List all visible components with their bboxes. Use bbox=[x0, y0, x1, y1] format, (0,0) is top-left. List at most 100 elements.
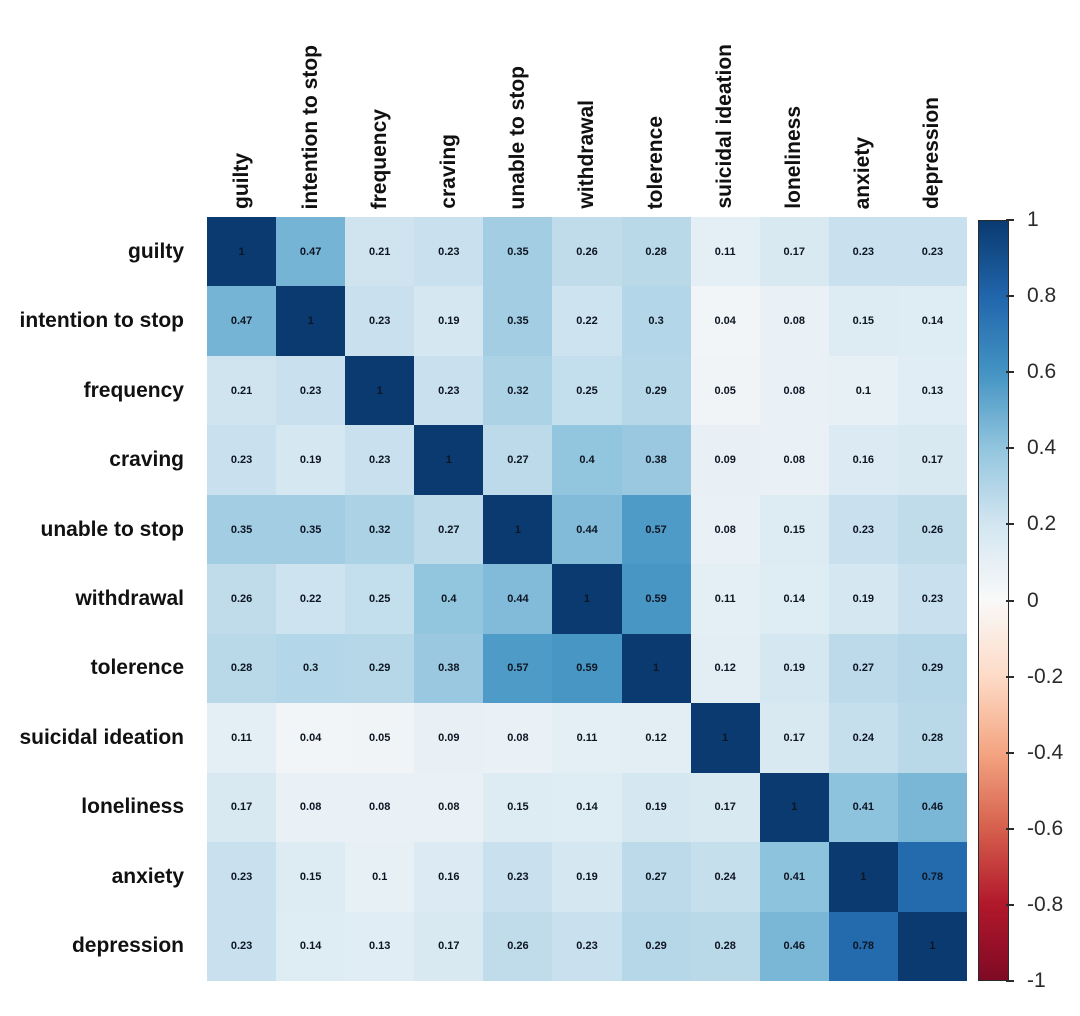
heatmap-cell: 0.23 bbox=[552, 911, 622, 981]
heatmap-cell: 0.09 bbox=[690, 425, 760, 495]
heatmap-cell: 0.23 bbox=[207, 425, 277, 495]
heatmap-cell: 0.08 bbox=[414, 772, 484, 843]
heatmap-cell: 0.4 bbox=[552, 425, 622, 495]
heatmap-cell: 0.04 bbox=[276, 703, 346, 773]
heatmap-cell: 0.13 bbox=[897, 355, 967, 426]
heatmap-cell: 0.19 bbox=[552, 842, 622, 912]
heatmap-cell: 0.23 bbox=[414, 217, 484, 287]
colorbar-tick bbox=[1006, 523, 1014, 526]
heatmap-cell: 0.41 bbox=[828, 772, 898, 843]
heatmap-cell: 1 bbox=[207, 217, 277, 287]
heatmap-cell: 0.23 bbox=[345, 286, 415, 356]
heatmap-cell: 0.46 bbox=[759, 911, 829, 981]
heatmap-cell: 0.29 bbox=[621, 911, 691, 981]
heatmap-cell: 0.23 bbox=[897, 564, 967, 634]
heatmap-cell: 0.27 bbox=[483, 425, 553, 495]
heatmap-cell: 0.44 bbox=[483, 564, 553, 634]
heatmap-cell: 0.29 bbox=[897, 633, 967, 704]
heatmap-cell: 0.24 bbox=[690, 842, 760, 912]
heatmap-cell: 1 bbox=[414, 425, 484, 495]
heatmap-cell: 1 bbox=[345, 355, 415, 426]
colorbar-tick bbox=[1006, 751, 1014, 754]
colorbar-tick bbox=[1006, 903, 1014, 906]
heatmap-cell: 0.47 bbox=[276, 217, 346, 287]
row-label: intention to stop bbox=[19, 309, 184, 333]
colorbar-tick bbox=[1006, 219, 1014, 221]
colorbar-gradient bbox=[978, 220, 1009, 981]
heatmap-cell: 0.23 bbox=[207, 842, 277, 912]
heatmap-cell: 0.08 bbox=[759, 355, 829, 426]
heatmap-cell: 0.28 bbox=[897, 703, 967, 773]
heatmap-cell: 0.23 bbox=[276, 355, 346, 426]
heatmap-cell: 0.25 bbox=[552, 355, 622, 426]
heatmap-cell: 0.32 bbox=[483, 355, 553, 426]
colorbar-tick bbox=[1006, 371, 1014, 374]
column-label-text: withdrawal bbox=[574, 100, 598, 209]
colorbar-tick-label: 0 bbox=[1027, 588, 1039, 612]
column-label: intention to stop bbox=[276, 0, 345, 217]
heatmap-cell: 0.05 bbox=[345, 703, 415, 773]
heatmap-cell: 1 bbox=[552, 564, 622, 634]
heatmap-cell: 0.47 bbox=[207, 286, 277, 356]
heatmap-grid: 1 0.47 0.21 0.23 0.35 0.26 0.28 0.11 0.17 0.23 0.2… bbox=[207, 217, 967, 981]
column-label-text: depression bbox=[920, 96, 944, 209]
column-label-text: loneliness bbox=[782, 106, 806, 209]
heatmap-cell: 0.16 bbox=[828, 425, 898, 495]
heatmap-cell: 0.38 bbox=[621, 425, 691, 495]
heatmap-cell: 0.13 bbox=[345, 911, 415, 981]
colorbar-tick-label: 1 bbox=[1027, 208, 1039, 231]
heatmap-cell: 0.17 bbox=[690, 772, 760, 843]
heatmap-cell: 0.1 bbox=[345, 842, 415, 912]
heatmap-cell: 0.09 bbox=[414, 703, 484, 773]
heatmap-cell: 0.23 bbox=[897, 217, 967, 287]
heatmap-cell: 0.15 bbox=[759, 494, 829, 565]
heatmap-cell: 0.28 bbox=[690, 911, 760, 981]
heatmap-cell: 0.23 bbox=[414, 355, 484, 426]
row-label: tolerence bbox=[90, 656, 184, 680]
column-label-text: craving bbox=[436, 134, 460, 209]
row-label: frequency bbox=[83, 378, 184, 402]
heatmap-cell: 0.19 bbox=[276, 425, 346, 495]
column-label-text: anxiety bbox=[851, 136, 875, 209]
colorbar-tick-label: 0.6 bbox=[1027, 360, 1057, 384]
heatmap-cell: 1 bbox=[897, 911, 967, 981]
heatmap-cell: 1 bbox=[759, 772, 829, 843]
heatmap-cell: 0.32 bbox=[345, 494, 415, 565]
heatmap-cell: 0.78 bbox=[828, 911, 898, 981]
colorbar-tick bbox=[1006, 980, 1014, 982]
heatmap-cell: 0.26 bbox=[483, 911, 553, 981]
row-label: loneliness bbox=[81, 795, 184, 819]
column-label: suicidal ideation bbox=[691, 0, 760, 217]
heatmap-cell: 0.27 bbox=[414, 494, 484, 565]
heatmap-cell: 0.41 bbox=[759, 842, 829, 912]
colorbar-tick bbox=[1006, 447, 1014, 450]
heatmap-cell: 0.17 bbox=[897, 425, 967, 495]
heatmap-cell: 0.17 bbox=[207, 772, 277, 843]
column-label-text: intention to stop bbox=[298, 44, 322, 209]
heatmap-cell: 0.28 bbox=[207, 633, 277, 704]
heatmap-cell: 0.19 bbox=[759, 633, 829, 704]
column-label: frequency bbox=[345, 0, 414, 217]
heatmap-cell: 0.14 bbox=[552, 772, 622, 843]
heatmap-cell: 0.38 bbox=[414, 633, 484, 704]
colorbar-tick bbox=[1006, 599, 1014, 602]
heatmap-cell: 0.14 bbox=[897, 286, 967, 356]
heatmap-cell: 0.17 bbox=[759, 217, 829, 287]
heatmap-cell: 1 bbox=[276, 286, 346, 356]
colorbar-tick-label: -1 bbox=[1027, 969, 1046, 992]
heatmap-cell: 0.17 bbox=[414, 911, 484, 981]
heatmap-cell: 0.17 bbox=[759, 703, 829, 773]
heatmap-cell: 0.3 bbox=[621, 286, 691, 356]
column-label: unable to stop bbox=[483, 0, 552, 217]
heatmap-cell: 0.21 bbox=[345, 217, 415, 287]
heatmap-cell: 0.11 bbox=[552, 703, 622, 773]
heatmap-cell: 0.12 bbox=[621, 703, 691, 773]
colorbar-tick bbox=[1006, 827, 1014, 830]
heatmap-cell: 0.57 bbox=[621, 494, 691, 565]
heatmap-cell: 0.19 bbox=[828, 564, 898, 634]
colorbar-tick bbox=[1006, 295, 1014, 298]
colorbar-tick-label: -0.4 bbox=[1027, 740, 1064, 764]
colorbar-tick-label: 0.8 bbox=[1027, 284, 1057, 308]
heatmap-cell: 1 bbox=[690, 703, 760, 773]
